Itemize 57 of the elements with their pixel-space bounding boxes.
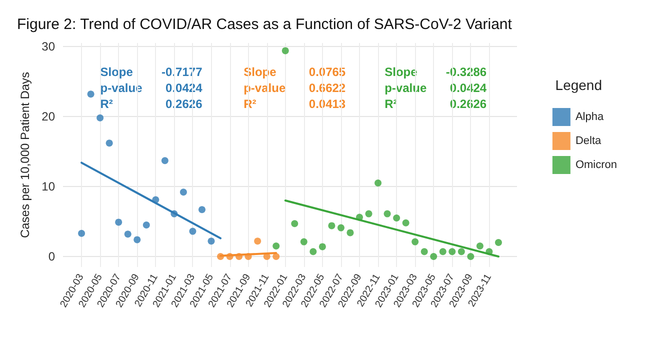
point — [161, 157, 168, 164]
point — [272, 242, 280, 250]
point — [458, 248, 465, 256]
y-axis-title: Cases per 10,000 Patient Days — [18, 72, 32, 238]
point — [365, 210, 372, 218]
point — [448, 248, 456, 256]
point — [134, 236, 141, 244]
point — [420, 248, 428, 256]
point — [384, 210, 391, 218]
point — [318, 243, 326, 250]
y-tick-label: 10 — [42, 180, 56, 194]
point — [393, 214, 400, 222]
legend-label: Delta — [575, 135, 602, 147]
legend-label: Omicron — [575, 159, 617, 171]
point — [402, 219, 410, 226]
point — [291, 220, 298, 228]
point — [412, 238, 419, 246]
point — [439, 248, 446, 256]
legend-label: Alpha — [575, 111, 604, 123]
point — [374, 180, 382, 186]
point — [180, 188, 187, 196]
point — [494, 239, 502, 246]
y-tick-label: 20 — [42, 110, 56, 124]
point — [272, 253, 280, 260]
point — [310, 248, 317, 256]
point — [217, 253, 224, 260]
point — [300, 238, 308, 246]
point — [78, 230, 86, 237]
point — [282, 47, 289, 54]
point — [236, 253, 243, 260]
point — [142, 222, 150, 228]
point — [87, 90, 94, 98]
point — [476, 242, 484, 250]
point — [96, 114, 104, 122]
point — [244, 253, 252, 260]
point — [189, 228, 196, 235]
point — [356, 214, 363, 221]
point — [254, 238, 262, 245]
point — [106, 140, 113, 147]
y-tick-label: 0 — [48, 250, 56, 264]
point — [430, 253, 438, 260]
legend-title: Legend — [555, 77, 602, 93]
point — [124, 230, 132, 238]
point — [170, 210, 178, 218]
point — [328, 222, 336, 230]
point — [467, 253, 474, 260]
point — [115, 218, 122, 226]
point — [208, 238, 215, 245]
point — [337, 224, 344, 232]
point — [226, 253, 234, 260]
point — [486, 248, 493, 256]
y-tick-label: 30 — [42, 40, 56, 54]
point — [198, 206, 206, 214]
point — [152, 196, 160, 204]
chart-title: Figure 2: Trend of COVID/AR Cases as a Function of SARS-CoV-2 Variant — [17, 16, 513, 33]
point — [263, 253, 270, 260]
point — [346, 229, 354, 236]
